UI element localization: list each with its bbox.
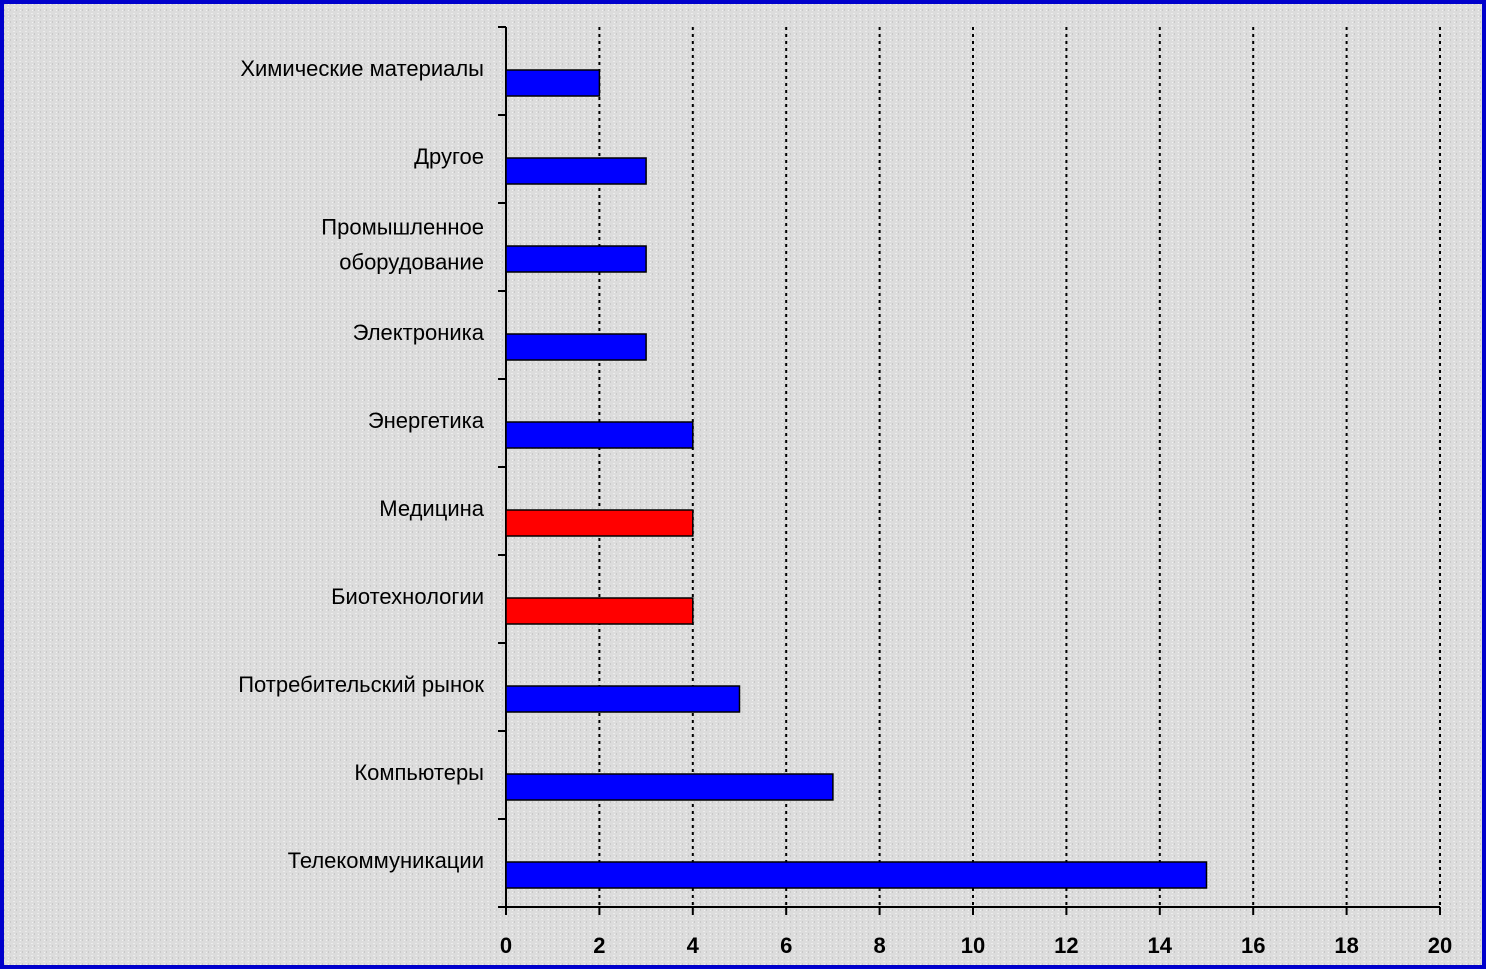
y-tick-label: Телекоммуникации <box>288 848 484 873</box>
y-tick-label: Промышленное оборудование <box>321 214 484 274</box>
x-tick-label: 10 <box>961 933 985 958</box>
x-tick-label: 8 <box>873 933 885 958</box>
y-tick-label: Медицина <box>379 496 484 521</box>
bar <box>505 773 834 801</box>
x-tick-label: 2 <box>593 933 605 958</box>
bar <box>505 245 647 273</box>
y-tick-label: Компьютеры <box>354 760 484 785</box>
x-tick-label: 6 <box>780 933 792 958</box>
x-tick-label: 0 <box>500 933 512 958</box>
x-tick-label: 14 <box>1148 933 1173 958</box>
x-tick-label: 12 <box>1054 933 1078 958</box>
bar <box>505 597 694 625</box>
x-tick-label: 20 <box>1428 933 1452 958</box>
y-tick-label: Электроника <box>353 320 485 345</box>
bar <box>505 509 694 537</box>
bar <box>505 333 647 361</box>
y-tick-label: Другое <box>414 144 484 169</box>
y-tick-label: Потребительский рынок <box>238 672 484 697</box>
bar <box>505 157 647 185</box>
x-tick-label: 4 <box>687 933 700 958</box>
x-tick-label: 18 <box>1334 933 1358 958</box>
y-tick-label: Биотехнологии <box>331 584 484 609</box>
bar <box>505 861 1208 889</box>
y-tick-label: Энергетика <box>368 408 485 433</box>
y-tick-label: Химические материалы <box>240 56 484 81</box>
bar <box>505 421 694 449</box>
bar <box>505 685 741 713</box>
x-tick-label: 16 <box>1241 933 1265 958</box>
bar <box>505 69 601 97</box>
